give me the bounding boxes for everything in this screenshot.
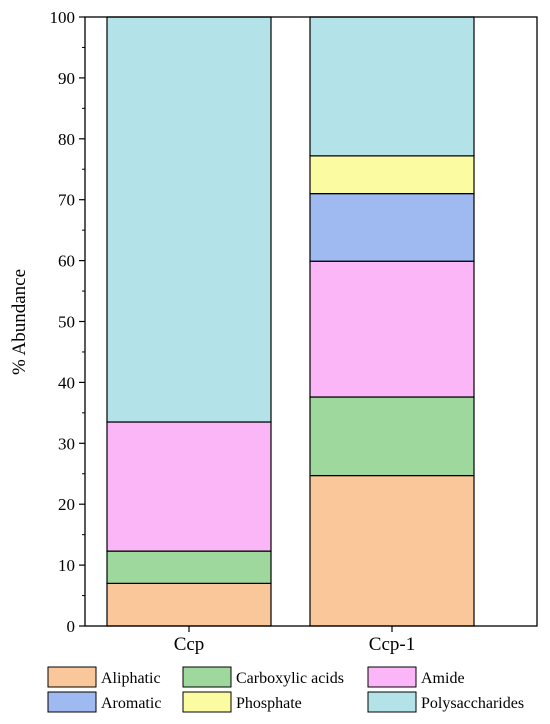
legend-swatch-amide xyxy=(367,666,417,688)
y-tick-label-70: 70 xyxy=(58,191,75,210)
bar-ccp-1-aliphatic xyxy=(309,474,475,627)
legend: Aliphatic Carboxylic acids Amide Aromatic Ph… xyxy=(47,666,524,713)
axes-group: Ccp Ccp-1 0 10 20 30 40 50 60 70 80 90 100 xyxy=(50,8,538,655)
bar-ccp-1-phosphate xyxy=(309,155,475,195)
legend-label-carboxylic-acids: Carboxylic acids xyxy=(236,670,344,687)
y-tick-label-80: 80 xyxy=(58,130,75,149)
bar-ccp-carboxylic-acids xyxy=(106,550,272,584)
y-tick-label-40: 40 xyxy=(58,373,75,392)
bar-ccp-aliphatic xyxy=(106,582,272,627)
legend-swatch-aromatic xyxy=(47,691,97,713)
legend-label-polysaccharides: Polysaccharides xyxy=(421,695,524,712)
y-tick-label-10: 10 xyxy=(58,556,75,575)
bars-group xyxy=(106,16,475,627)
bar-ccp-1-amide xyxy=(309,260,475,398)
legend-swatch-polysaccharides xyxy=(367,691,417,713)
bar-ccp-1-carboxylic-acids xyxy=(309,396,475,477)
legend-label-aliphatic: Aliphatic xyxy=(101,670,161,687)
legend-label-aromatic: Aromatic xyxy=(101,695,161,712)
legend-swatch-phosphate xyxy=(182,691,232,713)
y-tick-label-0: 0 xyxy=(67,617,76,636)
bar-ccp-1-aromatic xyxy=(309,193,475,262)
y-tick-label-60: 60 xyxy=(58,252,75,271)
x-tick-label-ccp: Ccp xyxy=(174,634,205,655)
y-tick-label-100: 100 xyxy=(50,8,76,27)
bar-ccp-1-polysaccharides xyxy=(309,16,475,157)
y-tick-label-90: 90 xyxy=(58,69,75,88)
y-tick-label-50: 50 xyxy=(58,313,75,332)
y-tick-label-30: 30 xyxy=(58,434,75,453)
legend-swatch-carboxylic-acids xyxy=(182,666,232,688)
legend-label-amide: Amide xyxy=(421,670,465,687)
legend-swatch-aliphatic xyxy=(47,666,97,688)
legend-label-phosphate: Phosphate xyxy=(236,695,302,712)
bar-ccp-polysaccharides xyxy=(106,16,272,423)
bar-ccp-amide xyxy=(106,421,272,552)
x-tick-label-ccp-1: Ccp-1 xyxy=(369,634,415,655)
y-tick-label-20: 20 xyxy=(58,495,75,514)
y-axis-title: % Abundance xyxy=(9,269,30,375)
